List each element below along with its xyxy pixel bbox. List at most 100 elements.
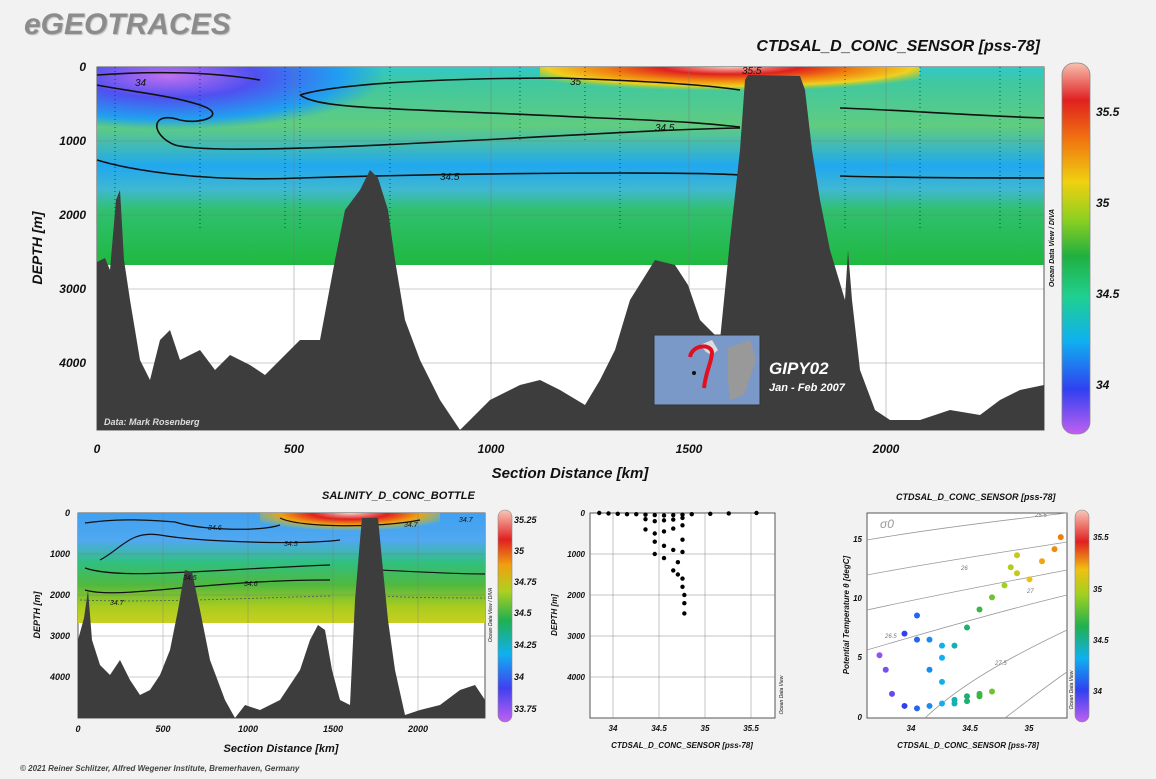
- profile-point: [652, 531, 657, 536]
- ts-point: [914, 705, 920, 712]
- svg-text:1000: 1000: [50, 549, 70, 559]
- profile-point: [682, 601, 687, 606]
- profile-point: [606, 511, 611, 516]
- bottle-ylabel: DEPTH [m]: [32, 590, 42, 638]
- ts-point: [951, 700, 958, 707]
- ts-point: [939, 654, 945, 661]
- contour-label: 34.5: [655, 123, 675, 134]
- profile-point: [680, 515, 685, 521]
- svg-text:1500: 1500: [676, 442, 703, 456]
- svg-text:35.25: 35.25: [514, 515, 538, 525]
- svg-text:33.75: 33.75: [514, 704, 538, 714]
- contour-label: 34.7: [404, 522, 419, 529]
- profile-point: [726, 511, 731, 516]
- ts-point: [1026, 576, 1033, 583]
- ts-point: [926, 666, 933, 673]
- ts-point: [1057, 534, 1064, 541]
- main-ylabel: DEPTH [m]: [29, 210, 45, 284]
- bottle-section-chart: 34.6 34.7 34.5 34.6 34.5 34.7 34.7 0 500…: [32, 508, 538, 755]
- profile-point: [675, 560, 681, 565]
- ts-point: [901, 630, 908, 637]
- cruise-name: GIPY02: [769, 359, 829, 378]
- profile-scatter-chart: 34 34.5 35 35.5 0 1000 2000 3000 4000 CT…: [550, 509, 785, 750]
- contour-label: 34.5: [440, 172, 460, 183]
- profile-point: [754, 510, 759, 516]
- profile-point: [680, 584, 685, 589]
- svg-text:3000: 3000: [50, 631, 70, 641]
- ts-point: [914, 612, 920, 619]
- contour-label: 34.6: [244, 581, 258, 588]
- ts-point: [964, 693, 970, 700]
- profile-point: [661, 543, 667, 548]
- odv-credit: Ocean Data View: [779, 675, 785, 714]
- profile-point: [671, 547, 676, 553]
- contour-label: 34.7: [459, 517, 474, 524]
- profile-point: [661, 518, 667, 523]
- brand-title: eGEOTRACES: [24, 8, 231, 41]
- bottle-chart-title: SALINITY_D_CONC_BOTTLE: [322, 490, 475, 502]
- profile-point: [708, 511, 713, 517]
- profile-point: [680, 512, 685, 517]
- svg-text:0: 0: [75, 724, 80, 734]
- svg-text:34.25: 34.25: [514, 640, 538, 650]
- ts-point: [1014, 570, 1020, 577]
- profile-point: [682, 611, 687, 616]
- profile-point: [652, 551, 657, 557]
- bottle-colorbar: [497, 509, 513, 723]
- profile-point: [661, 513, 667, 518]
- odv-credit: Ocean Data View: [1069, 670, 1075, 709]
- svg-text:34: 34: [1096, 378, 1110, 392]
- svg-text:1000: 1000: [59, 134, 86, 148]
- svg-text:2000: 2000: [407, 724, 428, 734]
- svg-text:5: 5: [858, 653, 863, 662]
- svg-text:2000: 2000: [49, 590, 70, 600]
- svg-text:0: 0: [581, 509, 586, 518]
- profile-point: [671, 526, 676, 531]
- svg-text:1000: 1000: [238, 724, 258, 734]
- main-section-chart: 34 35 35.5 34.5 34.5 0 500 1000 1500 200…: [29, 60, 1120, 482]
- profile-xlabel: CTDSAL_D_CONC_SENSOR [pss-78]: [611, 741, 753, 750]
- profile-point: [671, 568, 676, 573]
- svg-text:3000: 3000: [567, 632, 585, 641]
- sigma-label: σ0: [880, 517, 894, 531]
- isopycnal-label: 26.5: [884, 634, 897, 640]
- inset-map: [653, 334, 761, 406]
- ts-point: [939, 642, 945, 649]
- ts-point: [901, 702, 908, 709]
- isopycnal-label: 26: [960, 566, 968, 572]
- profile-point: [671, 512, 676, 518]
- profile-point: [652, 519, 657, 524]
- profile-point: [597, 510, 602, 516]
- ts-point: [889, 690, 895, 697]
- profile-point: [634, 512, 639, 517]
- svg-text:34: 34: [1093, 687, 1102, 696]
- bottle-xlabel: Section Distance [km]: [224, 743, 339, 755]
- ts-scatter-chart: σ0 26 26.5 27 27.5 25.5 34 34.5 35 0 5 1…: [842, 509, 1109, 750]
- odv-credit: Ocean Data View / DIVA: [488, 587, 494, 642]
- profile-point: [671, 517, 676, 522]
- profile-point: [689, 512, 694, 517]
- svg-text:0: 0: [65, 508, 70, 518]
- ts-point: [876, 652, 883, 659]
- profile-point: [643, 516, 648, 522]
- svg-text:500: 500: [284, 442, 304, 456]
- profile-point: [682, 592, 687, 598]
- ts-point: [951, 642, 958, 649]
- svg-text:34.5: 34.5: [514, 608, 533, 618]
- ts-point: [989, 688, 995, 695]
- svg-text:500: 500: [155, 724, 170, 734]
- odv-credit: Ocean Data View / DIVA: [1049, 209, 1056, 287]
- profile-point: [643, 512, 648, 517]
- isopycnal-label: 27.5: [994, 661, 1007, 667]
- cruise-dates: Jan - Feb 2007: [769, 382, 846, 394]
- svg-text:34.5: 34.5: [1096, 287, 1120, 301]
- svg-text:34.5: 34.5: [1093, 636, 1109, 645]
- contour-label: 34.5: [284, 541, 298, 548]
- svg-text:34: 34: [609, 724, 618, 733]
- profile-point: [680, 576, 685, 581]
- svg-text:2000: 2000: [58, 208, 86, 222]
- svg-text:3000: 3000: [59, 282, 86, 296]
- copyright: © 2021 Reiner Schlitzer, Alfred Wegener …: [20, 764, 300, 773]
- ts-point: [939, 678, 945, 685]
- data-credit: Data: Mark Rosenberg: [104, 417, 200, 427]
